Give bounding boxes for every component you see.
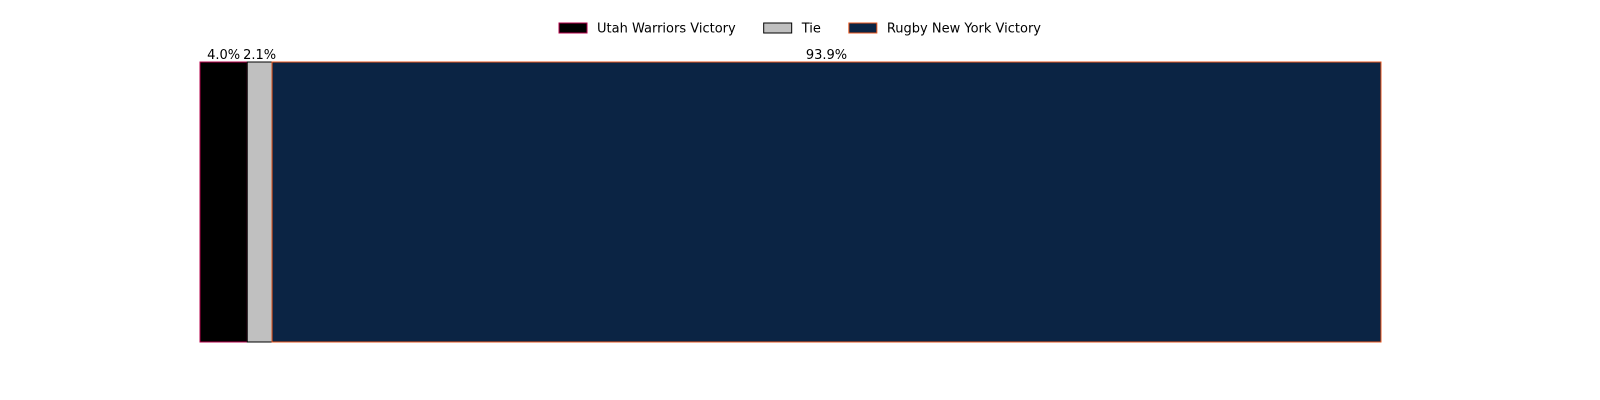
bar-segment-1 — [246, 61, 273, 343]
legend-label-0: Utah Warriors Victory — [597, 22, 736, 37]
legend-item-0: Utah Warriors Victory — [558, 22, 736, 37]
legend-item-1: Tie — [763, 22, 821, 37]
bar-segment-0 — [199, 61, 248, 343]
legend: Utah Warriors Victory Tie Rugby New York V… — [558, 22, 1041, 37]
bar-group — [199, 61, 1382, 343]
legend-label-1: Tie — [801, 22, 821, 37]
bar-segment-2 — [271, 61, 1382, 343]
legend-swatch-0 — [558, 22, 588, 34]
legend-item-2: Rugby New York Victory — [848, 22, 1041, 37]
percent-label-2: 93.9% — [806, 48, 847, 63]
percent-label-0: 4.0% — [207, 48, 240, 63]
percent-labels: 4.0% 2.1% 93.9% — [207, 48, 847, 63]
legend-swatch-2 — [848, 22, 878, 34]
percent-label-1: 2.1% — [243, 48, 276, 63]
legend-swatch-1 — [763, 22, 793, 34]
legend-label-2: Rugby New York Victory — [887, 22, 1041, 37]
